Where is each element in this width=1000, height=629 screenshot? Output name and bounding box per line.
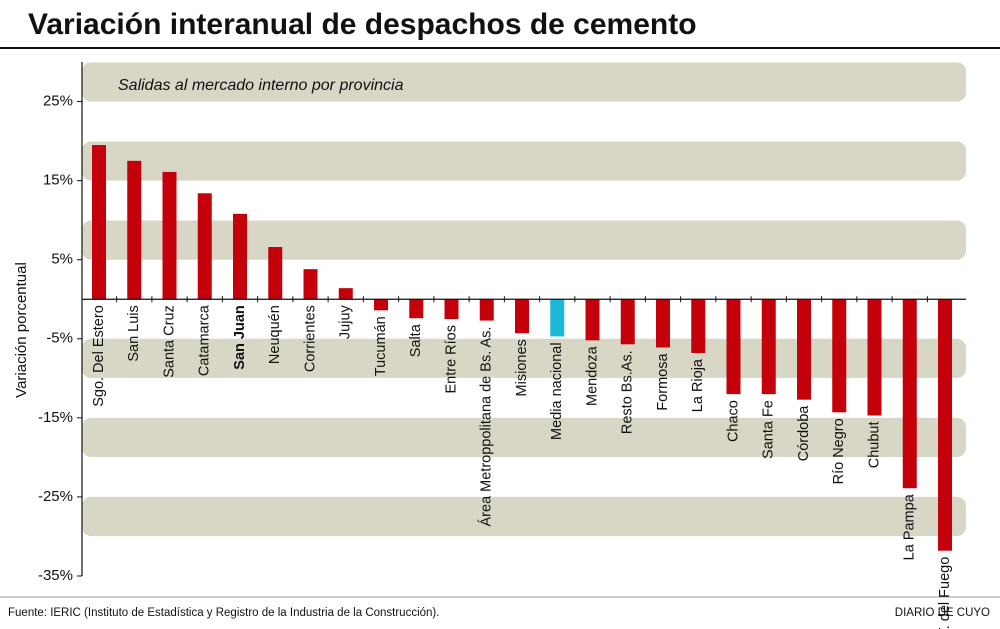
chart-subtitle: Salidas al mercado interno por provincia xyxy=(118,77,404,94)
bar xyxy=(620,299,635,345)
bar xyxy=(233,213,247,300)
x-tick-label: Córdoba xyxy=(796,405,812,462)
bar xyxy=(409,299,424,319)
y-tick-label: 15% xyxy=(43,172,73,189)
bar xyxy=(938,299,952,551)
bar xyxy=(127,160,142,300)
x-tick-label: Entre Ríos xyxy=(443,325,459,394)
x-tick-label: Misiones xyxy=(514,339,530,396)
band xyxy=(82,141,966,181)
y-tick-label: -5% xyxy=(46,330,73,347)
band xyxy=(82,417,966,457)
bar xyxy=(515,299,529,334)
bar xyxy=(691,299,706,354)
bar xyxy=(726,299,741,395)
x-tick-label: La Pampa xyxy=(902,493,918,560)
band xyxy=(82,220,966,260)
y-tick-label: -35% xyxy=(38,567,73,584)
x-tick-label: Sgo. Del Estero xyxy=(91,305,107,407)
x-tick-label: Tucumán xyxy=(373,316,389,376)
bar xyxy=(444,299,459,319)
bar xyxy=(479,299,494,321)
bar xyxy=(92,145,106,300)
bar xyxy=(550,299,565,337)
x-tick-label: Catamarca xyxy=(197,304,213,376)
bar xyxy=(374,299,388,311)
x-tick-label: La Rioja xyxy=(690,358,706,412)
x-tick-label: Media nacional xyxy=(549,342,565,440)
x-tick-label: Formosa xyxy=(655,353,671,411)
band xyxy=(82,338,966,378)
bar xyxy=(832,299,847,413)
x-tick-label: Santa Cruz xyxy=(161,305,177,378)
bar xyxy=(902,299,917,489)
y-tick-label: -15% xyxy=(38,409,73,426)
y-tick-label: 5% xyxy=(51,251,73,268)
x-tick-label: Neuquén xyxy=(267,305,283,364)
x-tick-label: T. del Fuego xyxy=(937,557,953,629)
x-tick-label: Jujuy xyxy=(338,304,354,339)
bar xyxy=(162,171,177,300)
bar xyxy=(656,299,670,348)
bar xyxy=(867,299,882,416)
bands xyxy=(82,62,966,537)
source: Fuente: IERIC (Instituto de Estadística … xyxy=(8,607,439,619)
x-tick-label: Mendoza xyxy=(584,345,600,406)
credit: DIARIO DE CUYO xyxy=(895,607,990,619)
x-tick-label: Chubut xyxy=(866,421,882,468)
x-tick-label: Resto Bs.As. xyxy=(620,350,636,434)
y-axis-label: Variación porcentual xyxy=(13,262,30,398)
bar xyxy=(585,299,600,341)
y-tick-label: -25% xyxy=(38,488,73,505)
band xyxy=(82,496,966,537)
y-tick-label: 25% xyxy=(43,93,73,110)
x-tick-label: Santa Fe xyxy=(761,400,777,459)
bar xyxy=(797,299,811,400)
x-tick-label: Chaco xyxy=(725,400,741,442)
bar xyxy=(268,247,283,300)
x-tick-label: San Luis xyxy=(126,305,142,361)
bar xyxy=(303,269,318,300)
x-tick-label: Área Metroppolitana de Bs. As. xyxy=(478,327,495,527)
band xyxy=(82,62,966,102)
bar xyxy=(761,299,776,395)
x-tick-label: Corrientes xyxy=(302,305,318,372)
x-tick-label: San Juan xyxy=(232,305,248,369)
x-tick-label: Salta xyxy=(408,323,424,357)
bar xyxy=(197,193,212,300)
bar xyxy=(338,288,353,300)
x-tick-label: Río Negro xyxy=(831,418,847,484)
chart-title: Variación interanual de despachos de cem… xyxy=(28,8,697,41)
